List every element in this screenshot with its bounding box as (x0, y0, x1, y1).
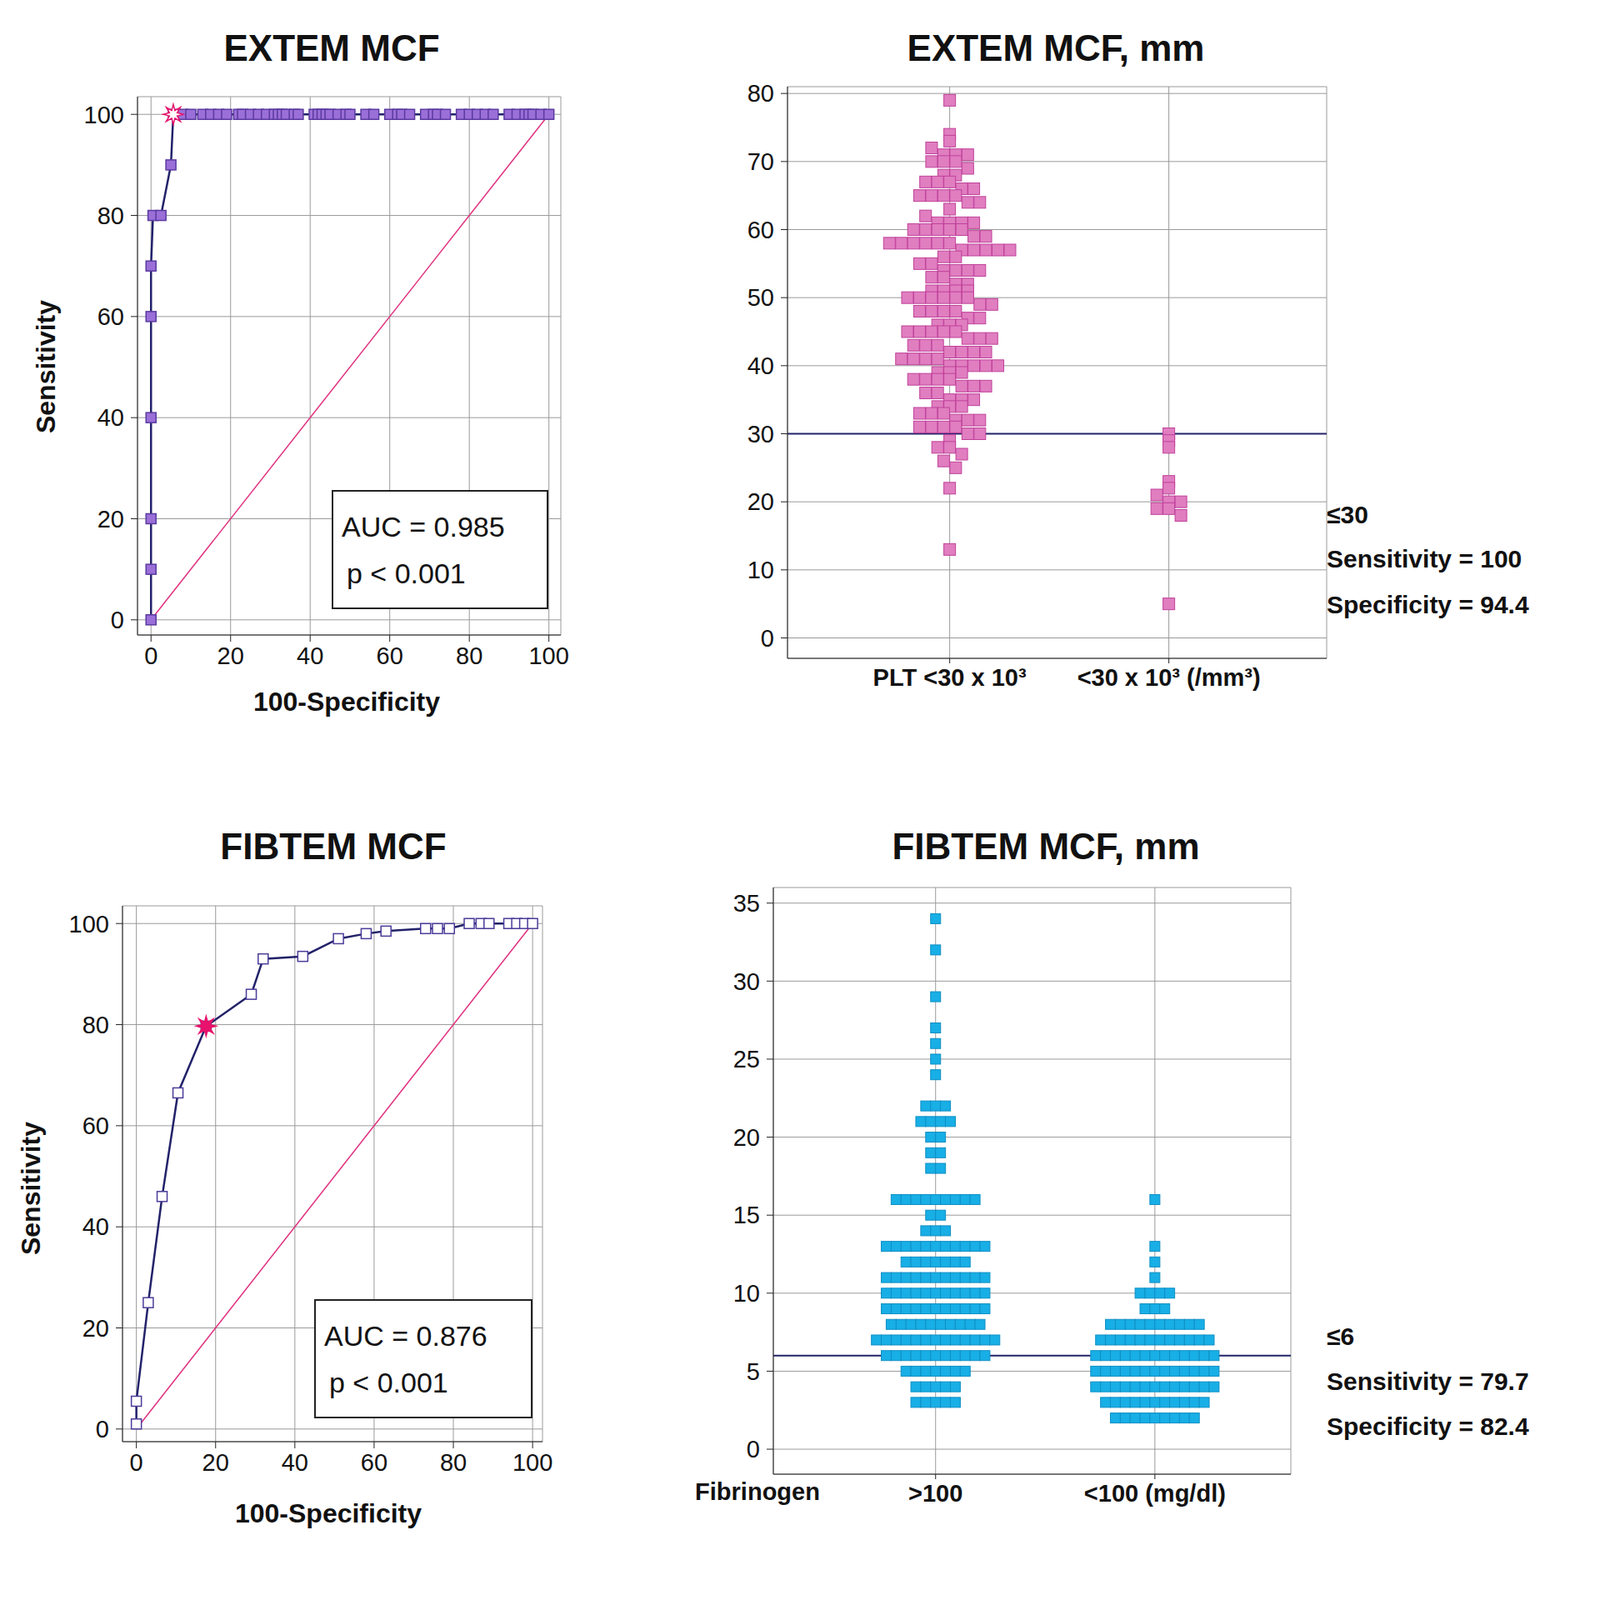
html-text:≤6: ≤6 (1326, 1322, 1355, 1350)
html-text:≤30: ≤30 (1326, 500, 1369, 529)
svg-text:10: 10 (747, 556, 775, 584)
svg-text:40: 40 (281, 1449, 309, 1476)
svg-text:<30 x 10³ (/mm³): <30 x 10³ (/mm³) (1077, 664, 1261, 691)
svg-text:20: 20 (97, 505, 125, 533)
svg-text:30: 30 (733, 968, 760, 995)
svg-text:0: 0 (95, 1415, 110, 1443)
svg-text:20: 20 (733, 1124, 760, 1151)
html-text:Specificity = 82.4: Specificity = 82.4 (1326, 1412, 1529, 1440)
html-text:FIBTEM MCF, mm: FIBTEM MCF, mm (892, 825, 1200, 867)
html-text:FIBTEM MCF: FIBTEM MCF (220, 825, 447, 867)
svg-text:40: 40 (97, 404, 125, 431)
svg-text:80: 80 (440, 1449, 467, 1476)
svg-text:60: 60 (376, 642, 404, 670)
html-text:Sensitivity: Sensitivity (15, 1121, 46, 1255)
svg-text:70: 70 (747, 148, 775, 175)
html-text:EXTEM MCF, mm: EXTEM MCF, mm (907, 27, 1205, 69)
html-text:p < 0.001: p < 0.001 (329, 1366, 449, 1399)
html-text:100-Specificity: 100-Specificity (253, 686, 441, 717)
svg-text:>100: >100 (908, 1480, 963, 1507)
svg-text:80: 80 (82, 1011, 110, 1039)
svg-text:0: 0 (746, 1435, 760, 1463)
html-text:AUC = 0.985: AUC = 0.985 (341, 510, 505, 543)
svg-text:100: 100 (512, 1449, 553, 1476)
svg-text:40: 40 (296, 642, 324, 670)
html-text:Sensitivity = 79.7: Sensitivity = 79.7 (1326, 1367, 1529, 1395)
svg-text:10: 10 (733, 1280, 760, 1307)
svg-text:100: 100 (528, 642, 569, 670)
svg-text:80: 80 (747, 80, 775, 107)
svg-text:0: 0 (760, 625, 775, 652)
svg-text:20: 20 (82, 1315, 110, 1342)
svg-text:60: 60 (82, 1112, 110, 1140)
svg-text:80: 80 (455, 642, 483, 670)
html-text:Fibrinogen: Fibrinogen (695, 1477, 820, 1505)
svg-text:30: 30 (747, 420, 775, 448)
svg-text:0: 0 (144, 642, 158, 670)
svg-text:20: 20 (217, 642, 245, 670)
html-text:p < 0.001: p < 0.001 (346, 557, 466, 590)
svg-text:20: 20 (747, 488, 775, 515)
svg-text:40: 40 (82, 1213, 110, 1240)
svg-text:80: 80 (97, 202, 125, 230)
svg-text:60: 60 (747, 216, 775, 244)
svg-text:PLT <30 x 10³: PLT <30 x 10³ (873, 664, 1027, 691)
svg-text:60: 60 (97, 303, 125, 330)
svg-text:5: 5 (746, 1358, 760, 1385)
svg-text:0: 0 (130, 1449, 144, 1476)
svg-text:40: 40 (747, 352, 775, 380)
svg-text:35: 35 (733, 890, 760, 917)
html-text:Sensitivity: Sensitivity (30, 300, 61, 434)
html-text:100-Specificity: 100-Specificity (234, 1497, 422, 1528)
svg-text:100: 100 (69, 910, 110, 938)
svg-text:100: 100 (84, 101, 125, 129)
svg-text:15: 15 (733, 1201, 760, 1229)
svg-text:25: 25 (733, 1045, 760, 1073)
html-text:Sensitivity = 100: Sensitivity = 100 (1326, 545, 1522, 573)
svg-text:0: 0 (110, 606, 125, 634)
html-text:AUC = 0.876: AUC = 0.876 (324, 1320, 488, 1352)
svg-text:60: 60 (360, 1449, 388, 1476)
html-text:Specificity = 94.4: Specificity = 94.4 (1326, 590, 1529, 619)
svg-text:<100 (mg/dl): <100 (mg/dl) (1084, 1480, 1226, 1507)
html-text:EXTEM MCF: EXTEM MCF (223, 27, 440, 69)
svg-text:20: 20 (202, 1449, 230, 1476)
svg-text:50: 50 (747, 284, 775, 311)
